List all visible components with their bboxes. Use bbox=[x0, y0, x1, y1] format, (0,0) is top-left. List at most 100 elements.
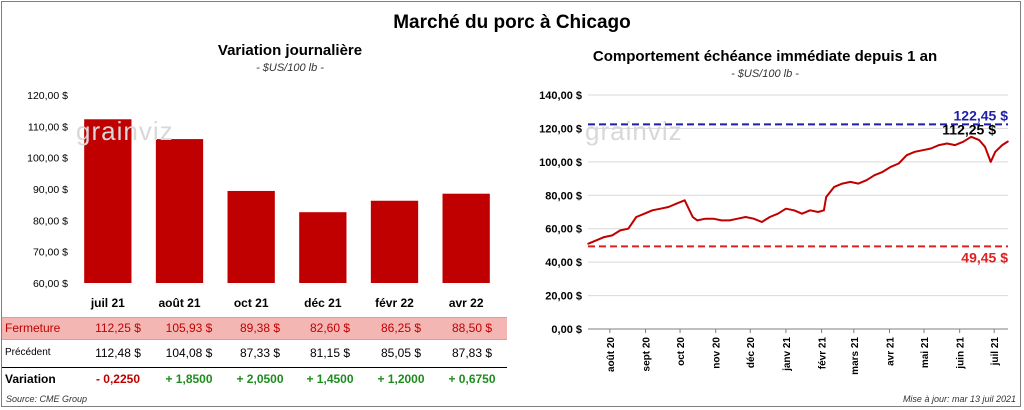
bar-chart-title: Variation journalière bbox=[217, 42, 363, 59]
price-point bbox=[683, 199, 686, 202]
price-point bbox=[675, 202, 678, 205]
y-tick-label: 120,00 $ bbox=[27, 90, 68, 102]
close-cell: 88,50 $ bbox=[451, 321, 493, 335]
price-point bbox=[801, 212, 803, 215]
line-chart-title: Comportement échéance immédiate depuis 1… bbox=[592, 48, 938, 65]
y-tick-label: 0,00 $ bbox=[551, 324, 582, 336]
price-point bbox=[587, 242, 589, 245]
price-point bbox=[930, 147, 932, 150]
y-tick-label: 80,00 $ bbox=[545, 190, 582, 202]
y-tick-label: 110,00 $ bbox=[28, 121, 68, 133]
price-point bbox=[970, 135, 972, 138]
price-point bbox=[938, 144, 940, 146]
price-point bbox=[809, 209, 811, 212]
variation-row: Variation - 0,2250 + 1,8500 + 2,0500 + 1… bbox=[2, 367, 507, 390]
price-point bbox=[825, 196, 827, 198]
previous-cell: 81,15 $ bbox=[309, 346, 351, 360]
grainviz-watermark-left: grainviz bbox=[76, 116, 174, 146]
previous-cell: 85,05 $ bbox=[380, 346, 422, 360]
y-tick-label: 70,00 $ bbox=[33, 247, 68, 259]
price-point bbox=[611, 234, 613, 237]
previous-cell: 104,08 $ bbox=[165, 346, 213, 360]
close-cell: 89,38 $ bbox=[239, 321, 281, 335]
y-tick-label: 40,00 $ bbox=[545, 257, 582, 269]
last-price-label: 112,25 $ bbox=[942, 121, 996, 137]
high-label: 122,45 $ bbox=[954, 107, 1009, 123]
bar-chart-unit: - $US/100 lb - bbox=[256, 62, 324, 74]
y-tick-label: 60,00 $ bbox=[33, 278, 68, 290]
x-tick-label: oct 20 bbox=[676, 337, 687, 366]
price-point bbox=[978, 139, 981, 141]
x-tick-label: mai 21 bbox=[920, 337, 931, 369]
price-point bbox=[728, 219, 731, 222]
y-tick-label: 80,00 $ bbox=[33, 215, 68, 227]
price-point bbox=[889, 166, 892, 168]
price-point bbox=[954, 144, 956, 146]
line-chart-unit: - $US/100 lb - bbox=[731, 68, 799, 80]
previous-row-label: Précédent bbox=[5, 347, 51, 358]
y-tick-label: 60,00 $ bbox=[545, 224, 582, 236]
price-point bbox=[603, 236, 605, 238]
price-point bbox=[841, 182, 844, 185]
price-point bbox=[833, 186, 836, 188]
previous-cell: 87,33 $ bbox=[239, 346, 281, 360]
price-point bbox=[760, 221, 763, 223]
price-point bbox=[984, 146, 986, 148]
variation-cell: - 0,2250 bbox=[95, 372, 141, 386]
x-tick-label: févr 22 bbox=[375, 296, 414, 310]
price-point bbox=[865, 179, 868, 182]
y-tick-label: 20,00 $ bbox=[545, 291, 582, 303]
price-point bbox=[989, 161, 992, 163]
x-tick-label: déc 20 bbox=[746, 337, 757, 369]
source-note: Source: CME Group bbox=[6, 394, 88, 404]
price-point bbox=[712, 217, 715, 220]
price-point bbox=[913, 151, 916, 153]
update-note: Mise à jour: mar 13 juil 2021 bbox=[902, 394, 1016, 404]
bar bbox=[299, 212, 347, 283]
price-point bbox=[785, 207, 787, 210]
price-point bbox=[643, 212, 646, 215]
x-tick-label: déc 21 bbox=[304, 296, 342, 310]
bar bbox=[84, 119, 132, 284]
x-tick-label: avr 22 bbox=[449, 296, 484, 310]
price-point bbox=[793, 209, 795, 212]
price-point bbox=[881, 171, 884, 173]
price-point bbox=[777, 212, 779, 215]
variation-cell: + 1,4500 bbox=[306, 372, 354, 386]
variation-cell: + 1,2000 bbox=[377, 372, 425, 386]
price-point bbox=[905, 154, 908, 156]
variation-cell: + 0,6750 bbox=[448, 372, 496, 386]
price-point bbox=[962, 141, 964, 143]
price-point bbox=[704, 217, 707, 220]
price-point bbox=[1001, 144, 1004, 146]
variation-cell: + 1,8500 bbox=[165, 372, 213, 386]
previous-cell: 87,83 $ bbox=[451, 346, 493, 360]
bar bbox=[227, 190, 275, 283]
close-cell: 86,25 $ bbox=[380, 321, 422, 335]
price-point bbox=[744, 216, 747, 218]
price-point bbox=[691, 216, 694, 218]
price-point bbox=[659, 207, 662, 210]
bar bbox=[442, 193, 490, 283]
price-point bbox=[922, 149, 924, 151]
y-tick-label: 140,00 $ bbox=[539, 90, 582, 102]
price-point bbox=[823, 209, 825, 212]
x-tick-label: août 21 bbox=[158, 296, 200, 310]
x-tick-label: févr 21 bbox=[818, 337, 829, 370]
price-point bbox=[857, 182, 860, 185]
variation-row-label: Variation bbox=[5, 372, 56, 386]
x-tick-label: juil 21 bbox=[90, 296, 125, 310]
price-point bbox=[720, 219, 723, 222]
price-point bbox=[849, 181, 852, 183]
x-tick-label: août 20 bbox=[606, 337, 617, 372]
close-cell: 82,60 $ bbox=[309, 321, 351, 335]
line-chart: 0,00 $ 20,00 $ 40,00 $ 60,00 $ 80,00 $ 100,00… bbox=[539, 90, 1009, 375]
previous-cell: 112,48 $ bbox=[95, 346, 141, 360]
close-cell: 112,25 $ bbox=[95, 321, 141, 335]
x-tick-label: nov 20 bbox=[712, 337, 723, 369]
x-tick-label: mars 21 bbox=[850, 337, 861, 375]
price-point bbox=[635, 216, 638, 218]
price-point bbox=[873, 174, 876, 177]
x-tick-label: oct 21 bbox=[234, 296, 269, 310]
